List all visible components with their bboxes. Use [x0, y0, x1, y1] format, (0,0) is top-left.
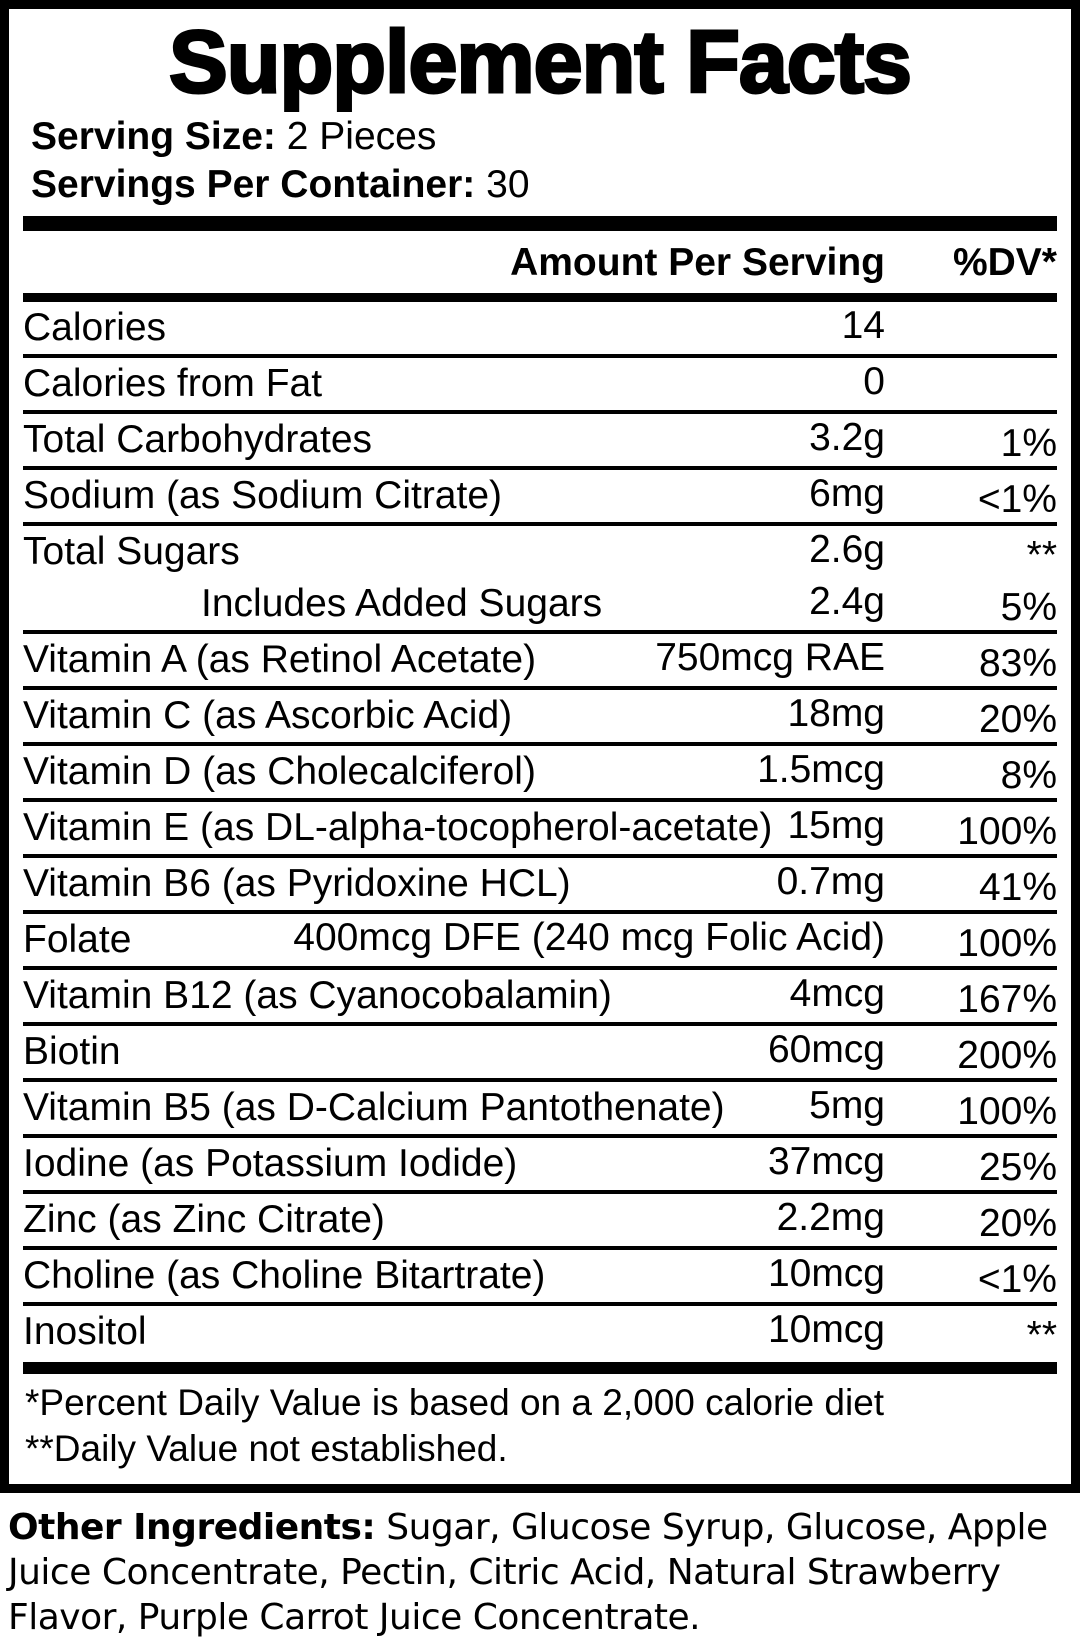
nutrient-amount: 37mcg [767, 1140, 885, 1183]
nutrient-name: Vitamin E (as DL-alpha-tocopherol-acetat… [23, 806, 773, 849]
table-row: Vitamin E (as DL-alpha-tocopherol-acetat… [23, 798, 1057, 854]
table-row: Choline (as Choline Bitartrate) 10mcg <1… [23, 1246, 1057, 1302]
nutrient-name: Vitamin A (as Retinol Acetate) [23, 638, 537, 681]
nutrient-name: Inositol [23, 1310, 147, 1353]
footnotes: *Percent Daily Value is based on a 2,000… [23, 1374, 1057, 1474]
nutrient-name: Vitamin B5 (as D-Calcium Pantothenate) [23, 1086, 725, 1129]
table-row: Folate 400mcg DFE (240 mcg Folic Acid) 1… [23, 910, 1057, 966]
nutrient-name: Biotin [23, 1030, 121, 1073]
nutrient-dv: 100% [957, 1090, 1057, 1133]
table-row: Vitamin A (as Retinol Acetate) 750mcg RA… [23, 630, 1057, 686]
table-row: Vitamin B5 (as D-Calcium Pantothenate) 5… [23, 1078, 1057, 1134]
serving-size-line: Serving Size: 2 Pieces [23, 113, 1057, 161]
divider-bar-bottom [23, 1362, 1057, 1374]
nutrient-dv: 167% [957, 978, 1057, 1021]
nutrient-name: Vitamin B6 (as Pyridoxine HCL) [23, 862, 571, 905]
servings-per-container-line: Servings Per Container: 30 [23, 161, 1057, 209]
servings-per-container-value: 30 [486, 163, 530, 206]
nutrient-amount: 2.6g [809, 528, 885, 571]
nutrient-name: Choline (as Choline Bitartrate) [23, 1254, 546, 1297]
amount-per-serving-header: Amount Per Serving [510, 241, 885, 284]
nutrient-amount: 0 [863, 360, 885, 403]
nutrient-amount: 400mcg DFE (240 mcg Folic Acid) [293, 916, 885, 959]
nutrient-amount: 18mg [787, 692, 885, 735]
nutrient-dv: 41% [978, 866, 1057, 909]
nutrient-amount: 2.4g [809, 580, 885, 623]
nutrient-name: Zinc (as Zinc Citrate) [23, 1198, 385, 1241]
nutrient-amount: 6mg [809, 472, 885, 515]
table-row: Vitamin C (as Ascorbic Acid) 18mg 20% [23, 686, 1057, 742]
supplement-facts-panel: Supplement Facts Serving Size: 2 Pieces … [0, 0, 1080, 1493]
nutrient-name: Calories from Fat [23, 362, 323, 405]
serving-size-value: 2 Pieces [286, 115, 437, 158]
nutrient-amount: 4mcg [789, 972, 885, 1015]
nutrient-dv: 20% [978, 1202, 1057, 1245]
percent-dv-header: %DV* [952, 241, 1057, 284]
serving-size-label: Serving Size: [31, 115, 276, 158]
table-row: Vitamin B12 (as Cyanocobalamin) 4mcg 167… [23, 966, 1057, 1022]
nutrient-amount: 14 [841, 304, 885, 347]
table-row: Biotin 60mcg 200% [23, 1022, 1057, 1078]
table-row: Sodium (as Sodium Citrate) 6mg <1% [23, 466, 1057, 522]
nutrient-dv: 8% [1000, 754, 1057, 797]
table-row: Vitamin D (as Cholecalciferol) 1.5mcg 8% [23, 742, 1057, 798]
table-row: Vitamin B6 (as Pyridoxine HCL) 0.7mg 41% [23, 854, 1057, 910]
nutrient-name: Vitamin C (as Ascorbic Acid) [23, 694, 513, 737]
footnote-percent-dv: *Percent Daily Value is based on a 2,000… [25, 1382, 885, 1423]
table-row: Inositol 10mcg ** [23, 1302, 1057, 1358]
nutrient-name: Total Sugars [23, 530, 240, 573]
footnote-dv-not-established: **Daily Value not established. [25, 1428, 508, 1469]
nutrient-amount: 15mg [787, 804, 885, 847]
table-row: Calories from Fat 0 [23, 354, 1057, 410]
nutrient-amount: 1.5mcg [757, 748, 885, 791]
nutrient-name: Total Carbohydrates [23, 418, 373, 461]
panel-title: Supplement Facts [168, 11, 914, 113]
nutrient-amount: 0.7mg [776, 860, 885, 903]
table-row: Iodine (as Potassium Iodide) 37mcg 25% [23, 1134, 1057, 1190]
table-row: Total Carbohydrates 3.2g 1% [23, 410, 1057, 466]
nutrient-name: Includes Added Sugars [201, 582, 603, 625]
nutrient-dv: 200% [957, 1034, 1057, 1077]
nutrient-dv: 100% [957, 922, 1057, 965]
nutrient-name: Sodium (as Sodium Citrate) [23, 474, 503, 517]
nutrient-dv: 100% [957, 810, 1057, 853]
nutrient-name: Vitamin B12 (as Cyanocobalamin) [23, 974, 612, 1017]
nutrient-dv: <1% [977, 1258, 1057, 1301]
other-ingredients: Other Ingredients: Sugar, Glucose Syrup,… [0, 1493, 1080, 1640]
nutrient-name: Folate [23, 918, 132, 961]
nutrient-amount: 5mg [809, 1084, 885, 1127]
nutrient-dv: ** [1026, 1314, 1057, 1357]
nutrient-name: Calories [23, 306, 167, 349]
nutrient-dv: 1% [1000, 422, 1057, 465]
nutrient-amount: 750mcg RAE [655, 636, 885, 679]
nutrient-dv: 83% [978, 642, 1057, 685]
nutrient-rows: Calories 14 Calories from Fat 0 Total Ca… [23, 302, 1057, 1358]
nutrient-dv: 25% [978, 1146, 1057, 1189]
other-ingredients-label: Other Ingredients: [8, 1507, 376, 1548]
nutrient-dv: 5% [1000, 586, 1057, 629]
nutrient-amount: 3.2g [809, 416, 885, 459]
nutrient-amount: 2.2mg [776, 1196, 885, 1239]
nutrient-dv: ** [1026, 534, 1057, 577]
table-row: Zinc (as Zinc Citrate) 2.2mg 20% [23, 1190, 1057, 1246]
divider-bar-top [23, 216, 1057, 231]
nutrient-dv: 20% [978, 698, 1057, 741]
table-header-row: Amount Per Serving %DV* [23, 231, 1057, 293]
table-row: Calories 14 [23, 302, 1057, 354]
nutrient-amount: 60mcg [767, 1028, 885, 1071]
table-row: Total Sugars 2.6g ** [23, 522, 1057, 578]
nutrient-amount: 10mcg [767, 1252, 885, 1295]
divider-bar-header [23, 293, 1057, 302]
servings-per-container-label: Servings Per Container: [31, 163, 476, 206]
nutrient-name: Vitamin D (as Cholecalciferol) [23, 750, 536, 793]
nutrient-dv: <1% [977, 478, 1057, 521]
nutrient-name: Iodine (as Potassium Iodide) [23, 1142, 518, 1185]
table-row: Includes Added Sugars 2.4g 5% [23, 578, 1057, 630]
nutrient-amount: 10mcg [767, 1308, 885, 1351]
